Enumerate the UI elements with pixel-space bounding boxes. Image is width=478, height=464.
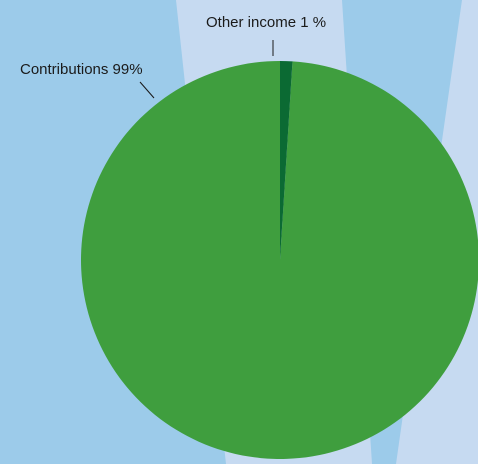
leader-line-contributions xyxy=(139,81,155,99)
slice-label-other-income: Other income 1 % xyxy=(206,14,326,31)
slice-label-group-contributions: Contributions 99% xyxy=(20,61,155,99)
pie-slice-other-income xyxy=(280,61,293,260)
pie-slice-contributions xyxy=(81,61,478,459)
slice-label-group-other-income: Other income 1 % xyxy=(206,14,326,56)
slice-label-contributions: Contributions 99% xyxy=(20,61,143,78)
pie-slices xyxy=(81,61,478,459)
